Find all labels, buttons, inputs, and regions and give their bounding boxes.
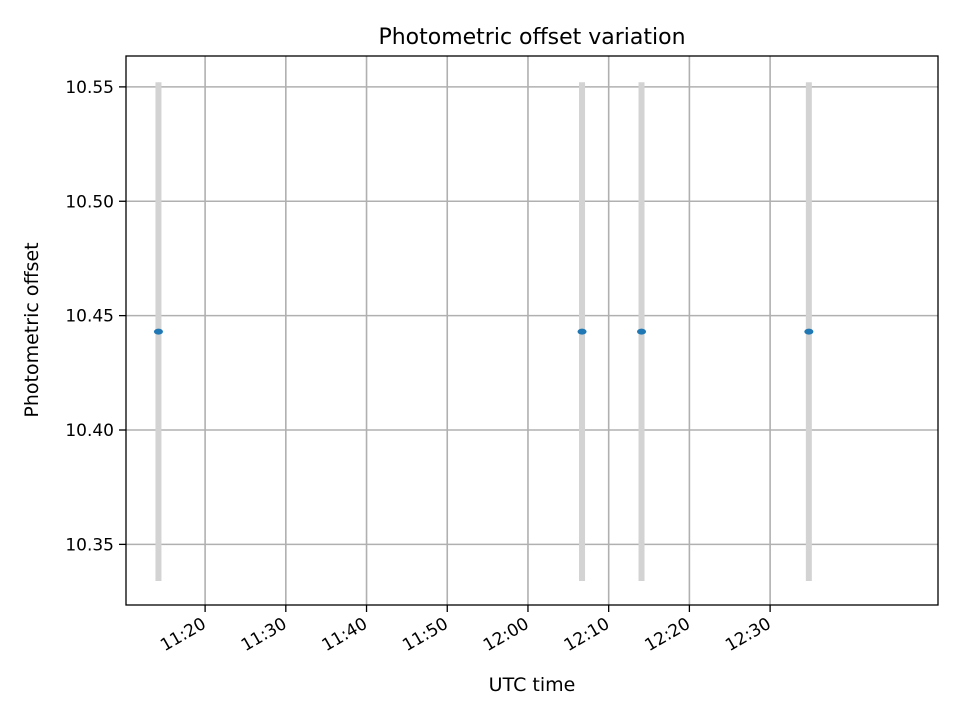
data-point [637,328,647,335]
y-tick-label: 10.55 [65,78,114,98]
y-axis-label: Photometric offset [21,242,43,417]
grid [126,56,938,605]
plot-area-frame [125,55,939,606]
data-point [804,328,814,335]
x-axis-label: UTC time [489,674,576,696]
data-points [153,328,814,335]
y-tick-label: 10.40 [65,421,114,441]
y-tick-label: 10.50 [65,192,114,212]
chart-title: Photometric offset variation [378,25,685,50]
y-tick-label: 10.45 [65,307,114,327]
data-point [577,328,587,335]
y-tick-label: 10.35 [65,535,114,555]
y-axis-ticks: 10.35 10.40 10.45 10.50 10.55 [65,78,126,555]
data-point [153,328,163,335]
